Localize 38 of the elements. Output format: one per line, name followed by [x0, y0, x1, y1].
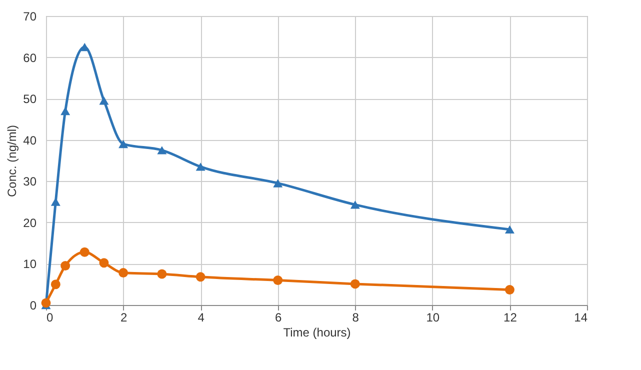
x-tick-label: 12: [504, 310, 518, 324]
point: [50, 280, 60, 290]
x-tick-label: 10: [426, 310, 440, 324]
point: [99, 96, 109, 105]
point: [118, 140, 128, 148]
y-tick-label: 20: [23, 216, 37, 230]
x-tick-label: 6: [275, 310, 282, 324]
x-tick-label: 14: [574, 310, 588, 324]
point: [504, 284, 514, 294]
y-tick-label: 30: [23, 174, 37, 189]
y-tick-label: 40: [23, 133, 37, 148]
x-tick-label: 4: [198, 310, 205, 324]
x-tick-label: 8: [352, 310, 360, 324]
point: [350, 279, 360, 289]
point: [80, 247, 90, 257]
y-tick-label: 60: [23, 50, 37, 65]
point: [60, 261, 70, 271]
point: [50, 198, 60, 206]
x-tick-label: 0: [46, 310, 54, 324]
point: [99, 258, 109, 268]
point: [273, 179, 283, 188]
x-tick-label: 2: [120, 310, 128, 324]
point: [196, 272, 206, 282]
x-axis-title: Time (hours): [283, 326, 351, 340]
y-axis-title: Conc. (ng/ml): [5, 124, 20, 198]
point: [157, 146, 167, 154]
point: [60, 106, 70, 116]
y-tick-label: 50: [23, 92, 37, 106]
point: [41, 298, 51, 308]
point: [504, 225, 514, 234]
point: [157, 269, 167, 279]
y-tick-label: 70: [23, 10, 37, 24]
point: [350, 200, 360, 209]
point: [273, 275, 283, 285]
y-tick-label: 0: [30, 298, 37, 312]
point: [118, 268, 128, 278]
y-tick-label: 10: [23, 257, 37, 272]
point: [196, 162, 206, 171]
